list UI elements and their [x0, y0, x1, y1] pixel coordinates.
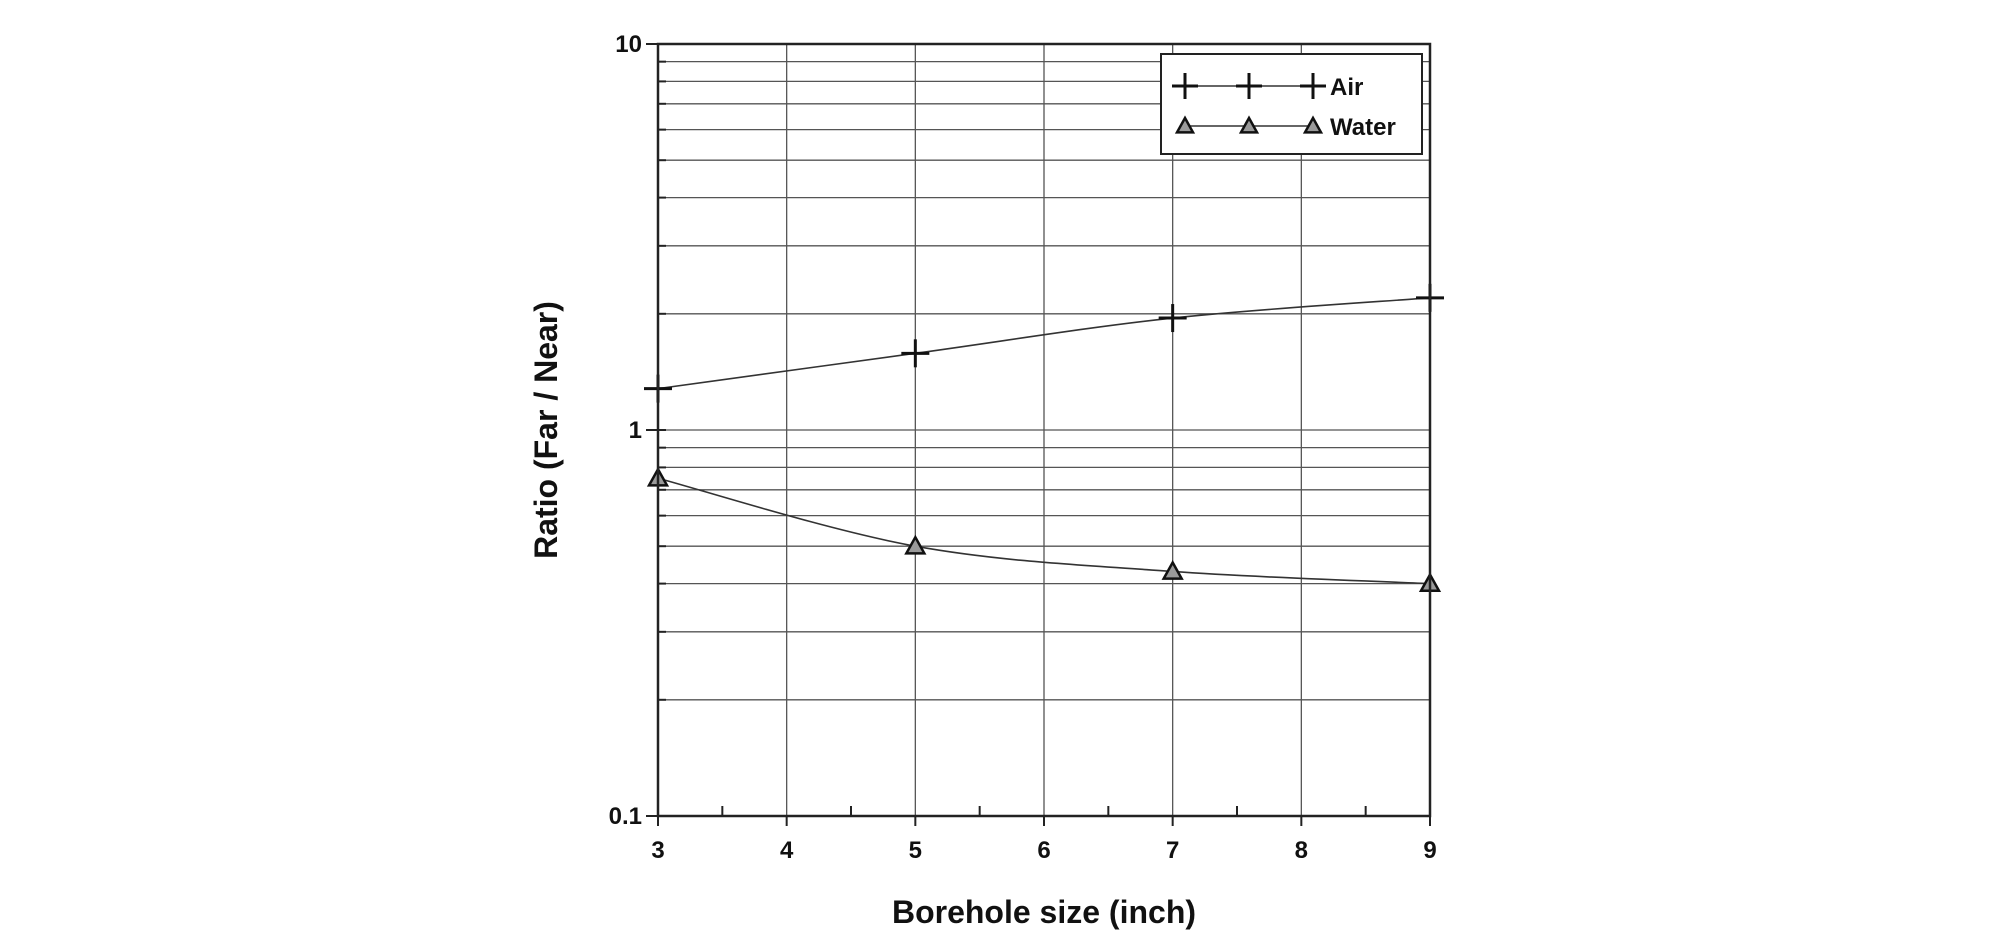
x-tick-label: 5: [909, 837, 922, 864]
marker-air: [901, 339, 930, 368]
x-axis-label: Borehole size (inch): [892, 894, 1196, 930]
marker-air: [1158, 304, 1187, 333]
marker-water: [904, 534, 927, 555]
x-tick-label: 8: [1295, 837, 1308, 864]
y-tick-label: 10: [615, 31, 642, 58]
y-tick-label: 1: [629, 417, 642, 444]
legend-item-air: Air: [1172, 73, 1363, 101]
x-tick-label: 7: [1166, 837, 1179, 864]
x-tick-label: 4: [780, 837, 794, 864]
series-layer: [644, 283, 1444, 593]
legend-items: Air Water: [1172, 73, 1396, 141]
series-line-air: [657, 297, 1431, 390]
legend-marker: [1300, 73, 1326, 99]
marker-water: [1161, 559, 1184, 580]
series-line-water: [657, 477, 1431, 585]
grid-layer: [657, 44, 1431, 816]
legend-marker: [1238, 115, 1260, 134]
x-tick-label: 3: [651, 837, 664, 864]
legend-item-water: Water: [1174, 114, 1396, 141]
y-axis-label: Ratio (Far / Near): [528, 301, 564, 559]
legend-marker: [1302, 115, 1324, 134]
y-tick-label: 0.1: [609, 803, 642, 830]
legend-label: Water: [1330, 114, 1396, 141]
x-tick-label: 9: [1423, 837, 1436, 864]
legend-label: Air: [1330, 74, 1363, 101]
legend-marker: [1172, 73, 1198, 99]
legend-box: [1160, 53, 1423, 155]
legend: Air Water: [1160, 53, 1423, 155]
tick-layer: 3 4 5 6 7 8 9 0.1 1 10: [609, 31, 1437, 864]
legend-marker: [1236, 73, 1262, 99]
x-tick-label: 6: [1037, 837, 1050, 864]
legend-marker: [1174, 115, 1196, 134]
series-water: [646, 466, 1442, 593]
